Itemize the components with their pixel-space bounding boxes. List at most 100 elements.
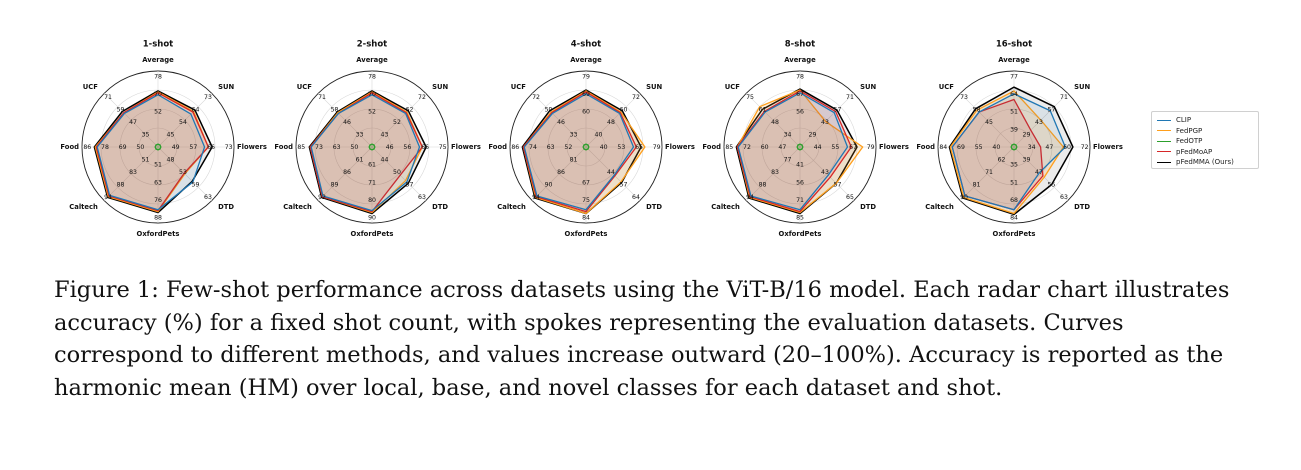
legend-item-fedotp: FedOTP <box>1157 136 1253 147</box>
radar-charts: 52 70 78 45 54 64 73 49 57 66 73 48 53 59 63 51 63 76 88 51… <box>60 40 1123 239</box>
axis-label-dtd: DTD <box>218 203 234 211</box>
ring-tick-label: 59 <box>192 181 200 188</box>
radar-chart-2-shot: 52 70 78 43 52 62 72 46 56 66 75 44 50 57 63 61 71 80 90 61… <box>274 40 481 239</box>
grid-spoke <box>1013 146 1068 201</box>
ring-tick-label: 72 <box>418 94 426 101</box>
ring-tick-label: 80 <box>368 197 376 204</box>
axis-label-caltech: Caltech <box>925 203 954 211</box>
ring-tick-label: 47 <box>1045 144 1053 151</box>
axis-label-ucf: UCF <box>939 83 955 91</box>
ring-tick-label: 65 <box>846 194 854 201</box>
axis-label-dtd: DTD <box>1074 203 1090 211</box>
legend-label: FedOTP <box>1176 137 1203 146</box>
ring-tick-label: 34 <box>784 132 792 139</box>
axis-label-oxfordpets: OxfordPets <box>351 230 394 238</box>
axis-label-oxfordpets: OxfordPets <box>137 230 180 238</box>
axis-label-ucf: UCF <box>83 83 99 91</box>
ring-tick-label: 53 <box>179 169 187 176</box>
ring-tick-label: 78 <box>154 73 162 80</box>
ring-tick-label: 94 <box>746 194 754 201</box>
ring-tick-label: 88 <box>154 215 162 222</box>
series-clip <box>523 93 635 211</box>
axis-label-sun: SUN <box>218 83 234 91</box>
ring-tick-label: 54 <box>179 119 187 126</box>
ring-tick-label: 90 <box>368 215 376 222</box>
axis-label-flowers: Flowers <box>665 143 695 151</box>
ring-tick-label: 78 <box>101 144 109 151</box>
ring-tick-label: 76 <box>154 197 162 204</box>
ring-tick-label: 72 <box>632 94 640 101</box>
ring-tick-label: 58 <box>973 107 981 114</box>
axis-label-sun: SUN <box>860 83 876 91</box>
figure-caption: Figure 1: Few-shot performance across da… <box>54 277 1230 401</box>
ring-tick-label: 70 <box>368 91 376 98</box>
legend-item-fedpgp: FedPGP <box>1157 126 1253 137</box>
ring-tick-label: 71 <box>1060 94 1068 101</box>
ring-tick-label: 85 <box>725 144 733 151</box>
axis-label-food: Food <box>916 143 935 151</box>
grid-spoke <box>746 93 801 148</box>
ring-tick-label: 60 <box>582 109 590 116</box>
chart-title: 16-shot <box>996 40 1032 50</box>
ring-tick-label: 58 <box>331 107 339 114</box>
axis-label-average: Average <box>784 56 816 64</box>
ring-tick-label: 46 <box>343 119 351 126</box>
ring-tick-label: 67 <box>796 91 804 98</box>
axis-label-sun: SUN <box>1074 83 1090 91</box>
chart-title: 8-shot <box>785 40 815 50</box>
axis-label-average: Average <box>356 56 388 64</box>
series-fedotp <box>368 143 376 151</box>
ring-tick-label: 44 <box>607 169 615 176</box>
ring-tick-label: 69 <box>119 144 127 151</box>
ring-tick-label: 46 <box>557 119 565 126</box>
ring-tick-label: 61 <box>368 162 376 169</box>
ring-tick-label: 35 <box>142 132 150 139</box>
ring-tick-label: 83 <box>129 169 137 176</box>
ring-tick-label: 92 <box>318 194 326 201</box>
grid-spoke <box>532 93 587 148</box>
axis-label-ucf: UCF <box>297 83 313 91</box>
ring-tick-label: 71 <box>985 169 993 176</box>
ring-tick-label: 46 <box>386 144 394 151</box>
ring-tick-label: 47 <box>129 119 137 126</box>
ring-tick-label: 64 <box>1010 91 1018 98</box>
radar-chart-8-shot: 56 67 78 29 43 57 71 44 55 67 79 43 57 65 41 56 71 85 77 83… <box>702 40 909 239</box>
ring-tick-label: 50 <box>136 144 144 151</box>
grid-spoke <box>585 93 640 148</box>
ring-tick-label: 29 <box>809 132 817 139</box>
ring-tick-label: 62 <box>998 156 1006 163</box>
series-pfedmma-ours- <box>948 86 1074 216</box>
series-clip <box>96 94 206 211</box>
series-fedotp <box>582 143 590 151</box>
ring-tick-label: 47 <box>778 144 786 151</box>
radar-chart-4-shot: 60 69 79 40 48 60 72 40 53 65 79 44 57 64 67 75 84 81 86 90… <box>488 40 695 239</box>
ring-tick-label: 49 <box>172 144 180 151</box>
ring-tick-label: 74 <box>529 144 537 151</box>
ring-tick-label: 43 <box>821 119 829 126</box>
ring-tick-label: 71 <box>846 94 854 101</box>
ring-tick-label: 84 <box>1010 215 1018 222</box>
ring-tick-label: 63 <box>204 194 212 201</box>
ring-tick-label: 44 <box>814 144 822 151</box>
ring-tick-label: 79 <box>653 144 661 151</box>
ring-tick-label: 72 <box>1081 144 1089 151</box>
ring-tick-label: 78 <box>796 73 804 80</box>
ring-tick-label: 57 <box>620 181 628 188</box>
ring-tick-label: 47 <box>1035 169 1043 176</box>
ring-tick-label: 75 <box>439 144 447 151</box>
ring-tick-label: 57 <box>834 107 842 114</box>
ring-tick-label: 85 <box>796 215 804 222</box>
axis-label-average: Average <box>998 56 1030 64</box>
axis-label-food: Food <box>60 143 79 151</box>
ring-tick-label: 86 <box>343 169 351 176</box>
ring-tick-label: 34 <box>1028 144 1036 151</box>
ring-tick-label: 52 <box>368 109 376 116</box>
ring-tick-label: 84 <box>582 215 590 222</box>
axis-label-flowers: Flowers <box>879 143 909 151</box>
axis-label-sun: SUN <box>646 83 662 91</box>
series-pfedmma-ours- <box>735 88 858 215</box>
ring-tick-label: 52 <box>564 144 572 151</box>
ring-tick-label: 72 <box>743 144 751 151</box>
ring-tick-label: 84 <box>939 144 947 151</box>
axis-label-dtd: DTD <box>432 203 448 211</box>
